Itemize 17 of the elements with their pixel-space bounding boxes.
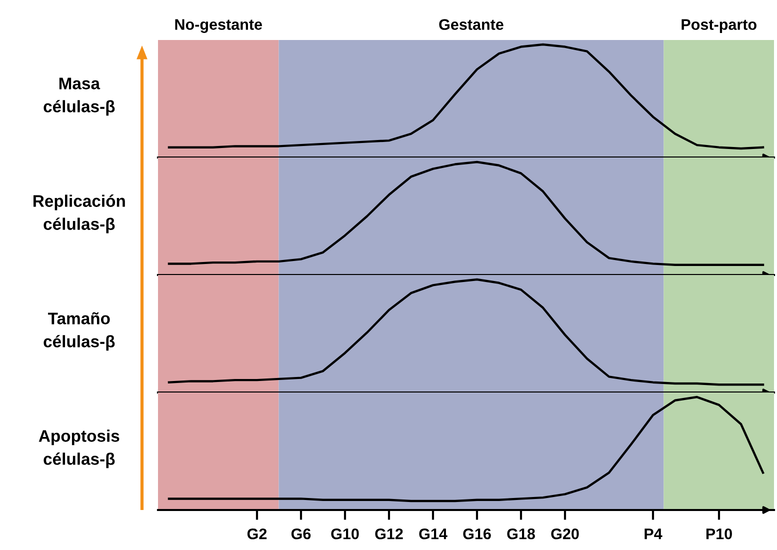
y-axis-title: Tamaño células-β bbox=[44, 312, 115, 351]
x-tick-label: G2 bbox=[247, 528, 267, 540]
y-axis-title: Apoptosis células-β bbox=[38, 430, 120, 468]
x-tick-label: G16 bbox=[463, 528, 491, 540]
x-tick-label: G14 bbox=[419, 528, 448, 540]
x-tick-label: G20 bbox=[551, 528, 579, 540]
x-tick-label: G6 bbox=[291, 528, 311, 540]
y-axis-title: Masa células-β bbox=[44, 78, 115, 116]
text: No-gestante bbox=[175, 19, 262, 33]
y-axis-title: Replicación células-β bbox=[33, 194, 125, 234]
text: Gestante bbox=[439, 19, 504, 30]
x-tick-label: P10 bbox=[706, 528, 732, 540]
x-tick-label: G10 bbox=[331, 528, 359, 540]
x-tick-label: G12 bbox=[375, 528, 403, 540]
x-tick-label: P4 bbox=[644, 528, 662, 540]
text: Post-parto bbox=[682, 19, 756, 33]
x-tick-label: G18 bbox=[507, 528, 535, 540]
